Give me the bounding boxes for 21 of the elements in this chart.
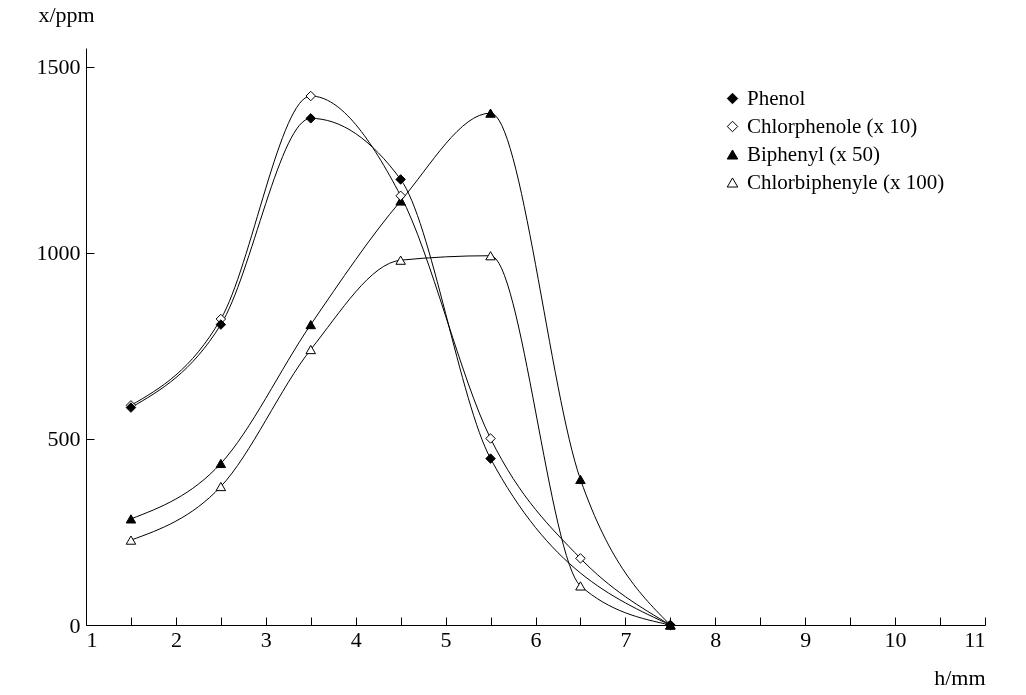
legend-label: Biphenyl (x 50) (747, 141, 880, 166)
x-tick-label: 4 (350, 626, 362, 652)
x-tick-label: 1 (86, 626, 98, 652)
x-tick-label: 2 (170, 626, 182, 652)
legend-label: Chlorphenole (x 10) (747, 113, 918, 138)
y-tick-label: 0 (69, 612, 81, 638)
x-tick-label: 11 (964, 626, 986, 652)
y-tick-label: 500 (47, 426, 81, 452)
y-tick-label: 1000 (36, 240, 81, 266)
x-tick-label: 10 (884, 626, 907, 652)
legend-label: Phenol (747, 85, 806, 110)
x-tick-label: 6 (530, 626, 542, 652)
legend-label: Chlorbiphenyle (x 100) (747, 169, 945, 194)
y-tick-label: 1500 (36, 54, 81, 80)
x-tick-label: 8 (710, 626, 722, 652)
y-axis-title: x/ppm (38, 1, 95, 27)
x-axis-title: h/mm (934, 664, 986, 690)
x-tick-label: 7 (620, 626, 632, 652)
x-tick-label: 5 (440, 626, 452, 652)
x-tick-label: 9 (800, 626, 812, 652)
x-tick-label: 3 (260, 626, 272, 652)
